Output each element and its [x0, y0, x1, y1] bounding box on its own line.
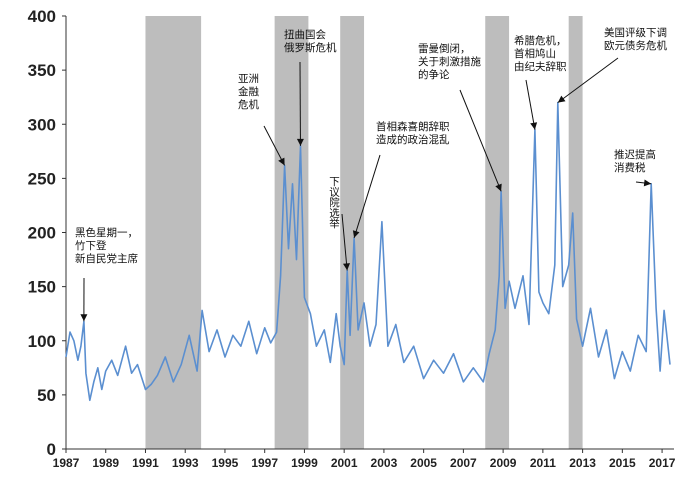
shaded-period-0: [145, 16, 202, 449]
y-tick-label: 50: [37, 386, 56, 405]
x-tick-label: 2001: [331, 456, 358, 470]
y-tick-label: 250: [28, 169, 56, 188]
annotation-text: 危机: [238, 98, 259, 111]
annotation-arrow: [557, 57, 619, 104]
annotation-text: 竹下登: [75, 239, 107, 252]
annotation-arrowhead: [557, 95, 566, 103]
y-tick-label: 100: [28, 332, 56, 351]
x-tick-label: 1999: [291, 456, 318, 470]
annotation-arrowhead: [495, 183, 502, 192]
annotation-arrowhead: [278, 157, 285, 166]
annotation-text: 推迟提高: [614, 148, 656, 161]
annotation-arrow: [459, 89, 502, 192]
annotation-arrow: [353, 154, 381, 239]
y-tick-label: 0: [47, 440, 56, 459]
annotation-text: 亚洲: [238, 73, 259, 85]
tick-labels: 0 50 100 150 200 250 300 350 400 1987 1989 1991 1993…: [28, 7, 676, 470]
annotation-arrowhead: [296, 138, 304, 146]
x-tick-label: 1989: [92, 456, 119, 470]
annotation-text: 关于刺激措施: [418, 55, 481, 68]
annotation-arrow: [263, 125, 286, 166]
axes: [62, 15, 674, 453]
annotation-arrowhead: [80, 314, 88, 322]
x-tick-label: 2005: [410, 456, 437, 470]
annotation-text: 希腊危机，: [514, 34, 567, 47]
x-tick-label: 2009: [490, 456, 517, 470]
y-tick-label: 400: [28, 7, 56, 26]
x-tick-label: 2015: [609, 456, 636, 470]
series-line-0: [65, 101, 671, 402]
shaded-period-2: [340, 16, 365, 449]
annotation-arrowhead: [530, 122, 538, 130]
x-tick-label: 1991: [132, 456, 159, 470]
annotation-arrow: [525, 79, 536, 130]
annotation-text: 由纪夫辞职: [514, 60, 567, 73]
x-tick-label: 2011: [530, 456, 556, 470]
y-tick-label: 350: [28, 61, 56, 80]
x-tick-label: 1987: [53, 456, 80, 470]
annotation-text: 消费税: [614, 161, 646, 174]
annotation-arrowhead: [352, 230, 360, 238]
annotation-arrowhead: [343, 263, 350, 271]
y-tick-label: 150: [28, 278, 56, 297]
annotation-text: 金融: [238, 85, 259, 98]
annotation-text: 下议院选举: [328, 176, 340, 229]
shaded-period-4: [568, 16, 583, 449]
series-layer: [65, 101, 671, 402]
x-tick-label: 1993: [172, 456, 199, 470]
x-tick-label: 2003: [371, 456, 398, 470]
annotation-text: 俄罗斯危机: [284, 41, 337, 54]
annotations: 黑色星期一，竹下登新自民党主席亚洲金融危机扭曲国会俄罗斯危机下议院选举首相森喜朗…: [75, 26, 667, 322]
shaded-period-3: [485, 16, 510, 449]
annotation-text: 美国评级下调: [604, 26, 667, 39]
annotation-text: 欧元债务危机: [604, 39, 667, 52]
annotation-arrowhead: [643, 179, 652, 187]
x-tick-label: 2007: [450, 456, 477, 470]
x-tick-label: 2017: [649, 456, 676, 470]
annotation-text: 扭曲国会: [284, 28, 326, 41]
x-tick-label: 1997: [251, 456, 278, 470]
x-tick-label: 2013: [569, 456, 596, 470]
y-tick-label: 300: [28, 115, 56, 134]
annotation-text: 首相鸠山: [514, 47, 556, 60]
annotation-text: 的争论: [418, 68, 450, 81]
annotation-text: 黑色星期一，: [75, 226, 138, 239]
annotation-3: 下议院选举: [328, 176, 350, 271]
annotation-arrow: [341, 213, 348, 271]
annotation-text: 新自民党主席: [75, 252, 138, 265]
y-tick-label: 200: [28, 224, 56, 243]
annotation-text: 首相森喜朗辞职: [376, 120, 450, 133]
annotation-text: 雷曼倒闭，: [418, 42, 471, 55]
annotation-text: 造成的政治混乱: [376, 133, 450, 146]
x-tick-label: 1995: [212, 456, 239, 470]
shaded-periods: [145, 16, 583, 449]
